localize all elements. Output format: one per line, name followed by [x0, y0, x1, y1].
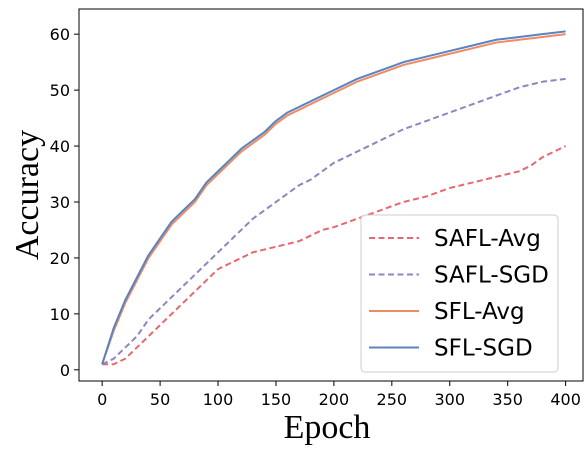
y-tick-label: 60	[50, 25, 70, 44]
y-tick-label: 50	[50, 81, 70, 100]
legend-box	[360, 214, 559, 373]
series-line-safl-sgd	[101, 77, 566, 366]
y-axis-ticks: 0 10 20 30 40 50 60	[50, 25, 79, 380]
legend-label-safl-sgd: SAFL-SGD	[434, 263, 549, 289]
y-tick-label: 20	[50, 249, 70, 268]
legend-label-safl-avg: SAFL-Avg	[434, 226, 541, 252]
y-tick-label: 40	[50, 137, 70, 156]
legend: SAFL-Avg SAFL-SGD SFL-Avg SFL-SGD	[360, 214, 559, 373]
x-tick-label: 150	[261, 390, 292, 409]
x-tick-label: 250	[377, 390, 408, 409]
x-tick-label: 200	[319, 390, 350, 409]
x-tick-label: 50	[150, 390, 170, 409]
y-tick-label: 30	[50, 193, 70, 212]
x-tick-label: 350	[492, 390, 523, 409]
legend-label-sfl-sgd: SFL-SGD	[434, 336, 533, 362]
legend-label-sfl-avg: SFL-Avg	[434, 299, 525, 325]
series-line-sfl-avg	[101, 33, 566, 365]
x-tick-label: 0	[97, 390, 107, 409]
y-tick-label: 10	[50, 305, 70, 324]
x-axis-title: Epoch	[284, 409, 371, 446]
plot-frame	[78, 8, 584, 382]
x-axis-ticks: 0 50 100 150 200 250 300 350 400	[97, 381, 581, 409]
x-tick-label: 300	[434, 390, 465, 409]
series-lines	[101, 30, 567, 366]
series-line-safl-avg	[102, 145, 567, 366]
x-tick-label: 400	[550, 390, 581, 409]
series-line-sfl-sgd	[101, 30, 566, 365]
y-axis-title: Accuracy	[9, 130, 46, 260]
y-tick-label: 0	[60, 361, 70, 380]
x-tick-label: 100	[203, 390, 234, 409]
